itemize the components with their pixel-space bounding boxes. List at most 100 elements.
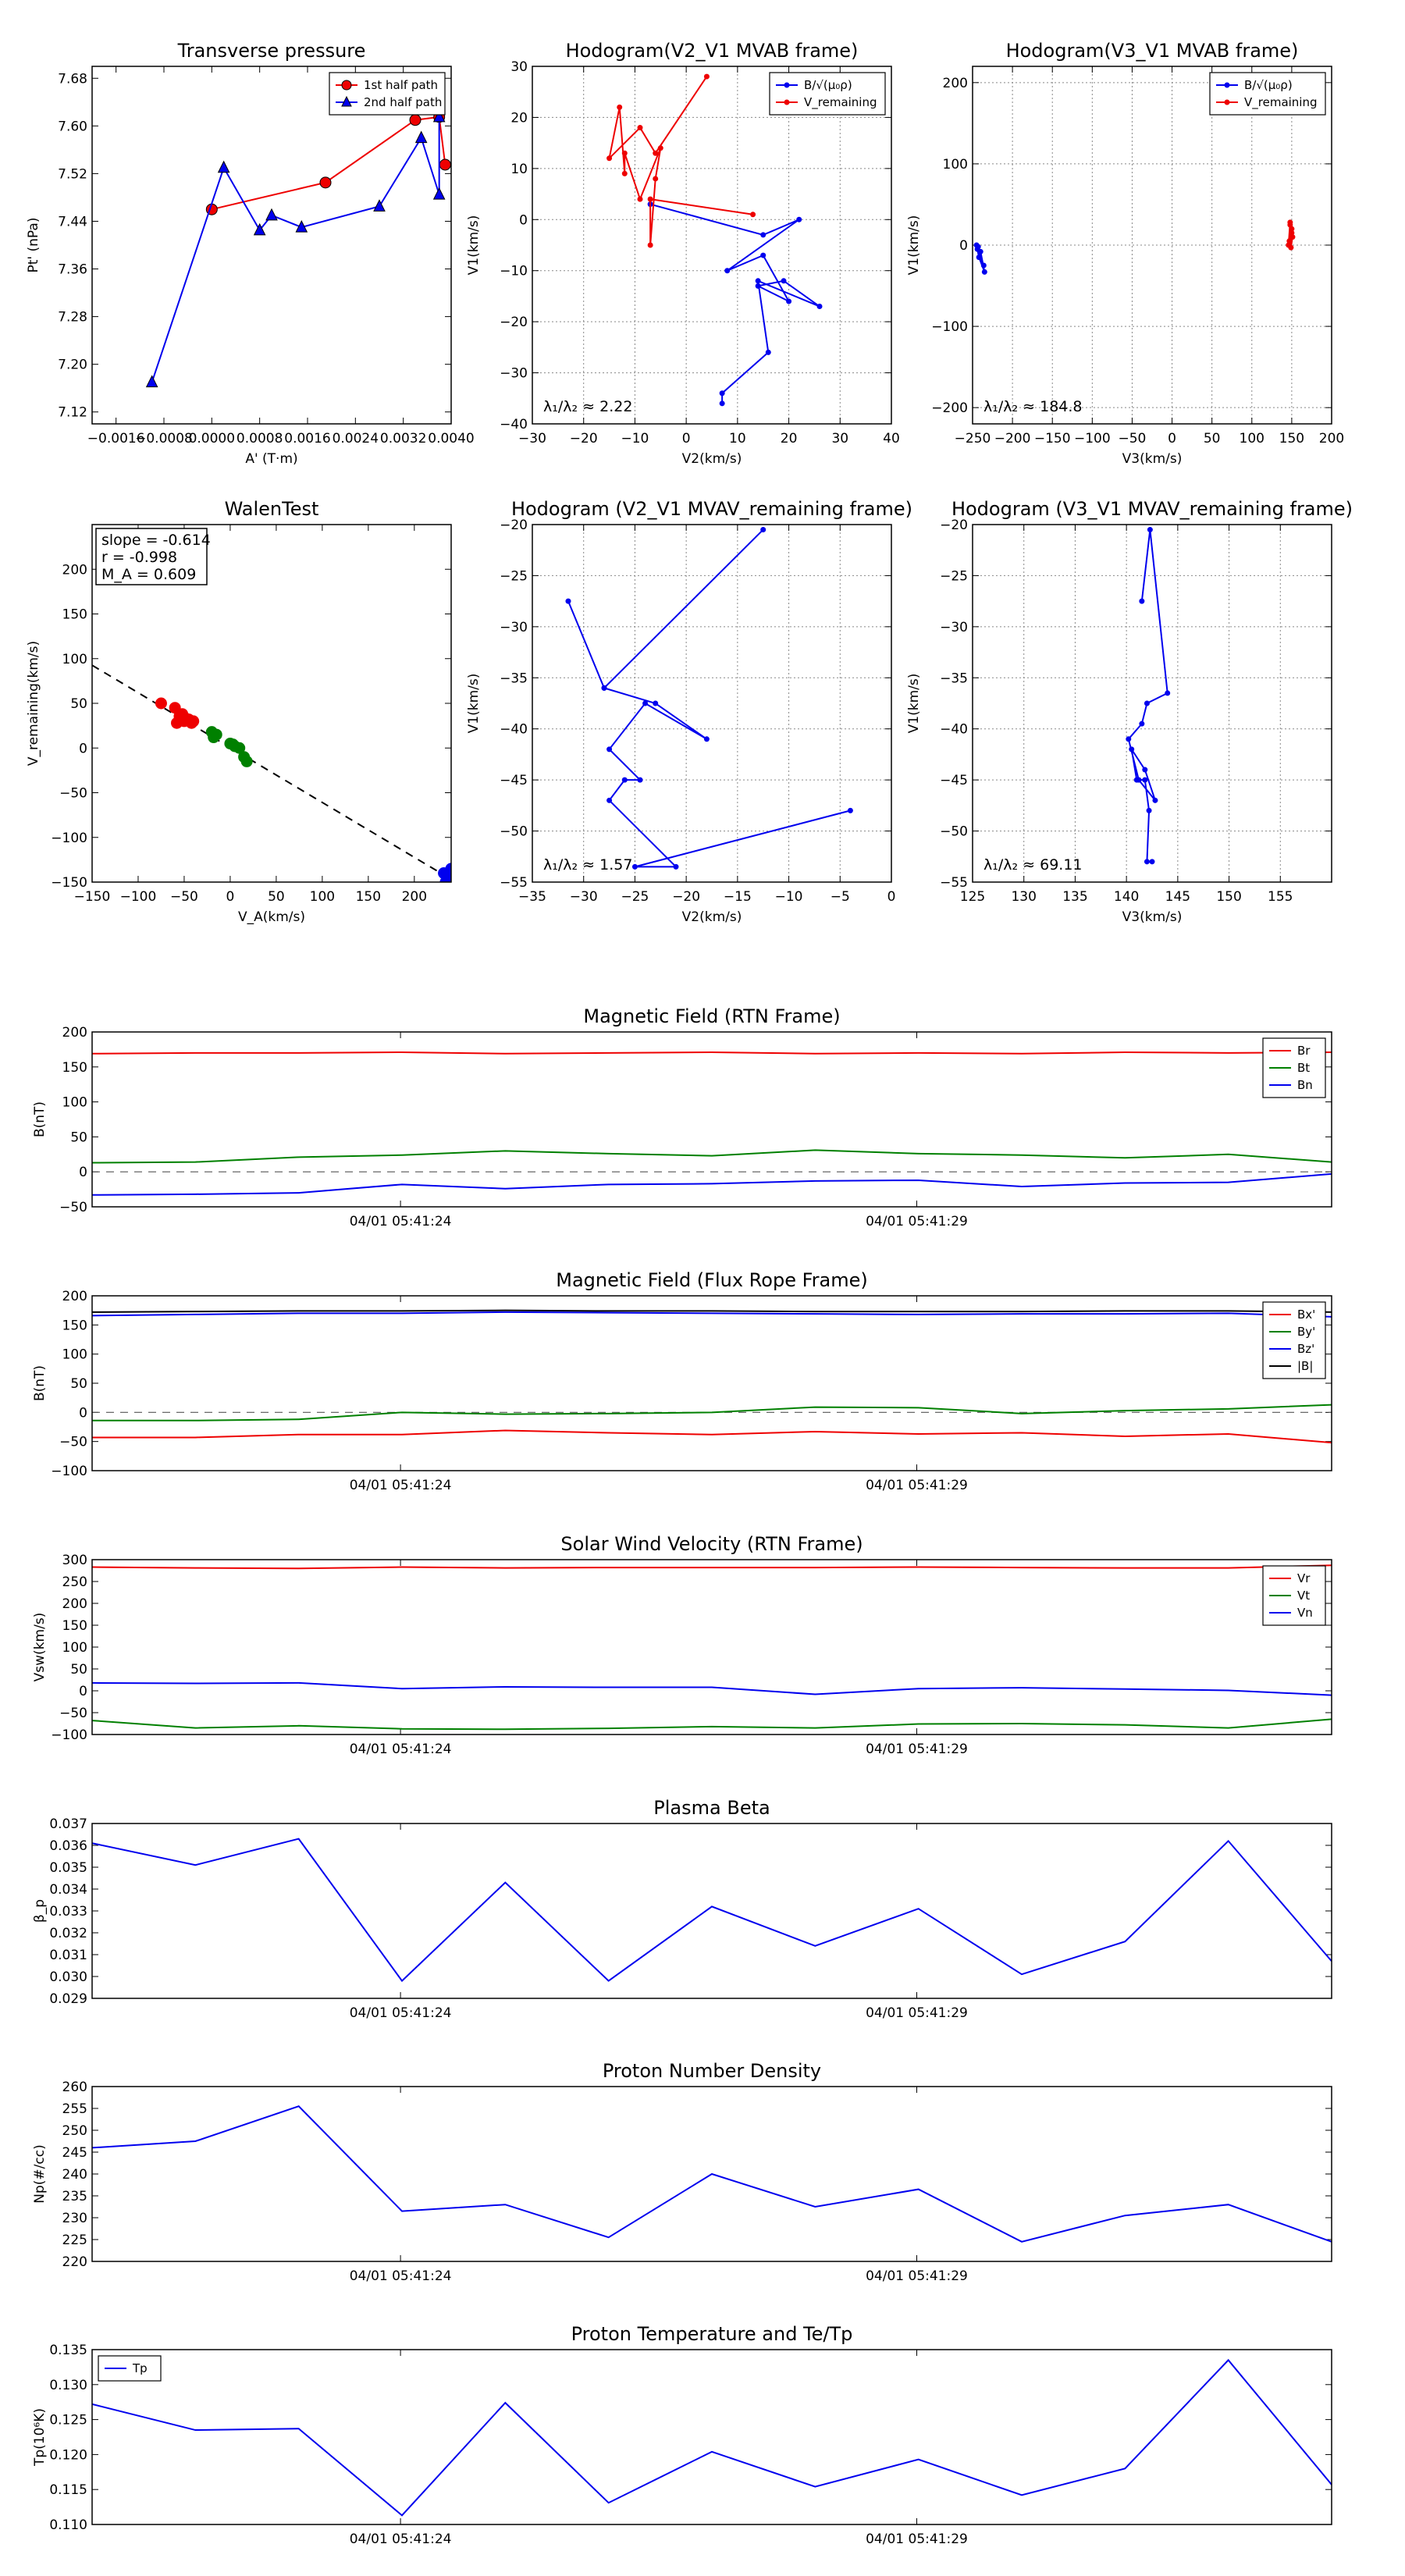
data-point [1144, 700, 1150, 706]
y-tick-label: 0.031 [49, 1948, 87, 1963]
axes-frame [972, 524, 1332, 883]
legend-label: Tp [132, 2361, 148, 2375]
data-point [409, 114, 422, 126]
x-tick-label: −150 [74, 889, 111, 905]
legend-marker [784, 82, 790, 88]
x-tick-label: 04/01 05:41:24 [350, 1478, 452, 1493]
y-tick-label: 0.120 [49, 2447, 87, 2463]
y-tick-label: 0.035 [49, 1860, 87, 1876]
x-tick-label: 04/01 05:41:29 [866, 1478, 968, 1493]
series-line [92, 1429, 1332, 1444]
axes-frame [91, 2086, 1332, 2262]
chart-title: Magnetic Field (RTN Frame) [583, 1005, 840, 1027]
legend: B/√(μ₀ρ) V_remaining [769, 72, 886, 116]
data-point [1144, 859, 1150, 865]
data-point [760, 232, 767, 238]
chart-title: WalenTest [225, 498, 319, 520]
x-axis-label: V2(km/s) [682, 909, 742, 925]
x-tick-label: −250 [955, 431, 991, 447]
legend-frame [1262, 1301, 1326, 1379]
legend: Br Bt Bn [1262, 1037, 1326, 1098]
data-point [187, 715, 200, 728]
legend: Bx' By' Bz' |B| [1262, 1301, 1326, 1379]
stats-frame [95, 528, 208, 585]
y-tick-label: −40 [500, 722, 528, 738]
stats-line: r = -0.998 [101, 549, 177, 566]
plot-area [92, 1564, 1332, 1731]
axes-frame [91, 1823, 1332, 1999]
data-point [1287, 219, 1293, 226]
x-tick-label: −20 [570, 431, 598, 447]
legend-marker [784, 99, 790, 105]
series-line [92, 1051, 1332, 1055]
x-tick-label: 150 [1216, 889, 1241, 905]
series-line [92, 2358, 1332, 2517]
y-tick-label: 0 [519, 212, 528, 228]
plot-area [92, 2358, 1332, 2517]
series-blue [565, 527, 853, 870]
y-tick-label: 100 [62, 1640, 87, 1656]
x-tick-label: 04/01 05:41:24 [350, 2532, 452, 2547]
chart-solar-wind-velocity: Solar Wind Velocity (RTN Frame) −100 −50 0 5… [32, 1533, 1332, 1757]
stats-line: M_A = 0.609 [101, 566, 196, 583]
data-point [765, 349, 771, 355]
x-tick-label: 10 [729, 431, 746, 447]
series-Vt [92, 1718, 1332, 1731]
data-point [373, 199, 386, 212]
data-point [1146, 807, 1152, 813]
data-point [439, 158, 451, 171]
series-line [92, 1404, 1332, 1421]
y-tick-label: −150 [51, 875, 87, 891]
y-tick-label: −50 [940, 824, 968, 840]
x-tick-label: 130 [1011, 889, 1036, 905]
y-tick-label: 0.029 [49, 1991, 87, 2007]
data-point [724, 268, 731, 274]
legend-frame [1262, 1037, 1326, 1098]
y-tick-label: 200 [62, 1596, 87, 1612]
legend-label: V_remaining [804, 95, 877, 110]
chart-magnetic-field-rtn: Magnetic Field (RTN Frame) −50 0 50 100 150 20… [32, 1005, 1332, 1229]
data-point [760, 527, 767, 533]
data-point [1289, 234, 1296, 240]
data-point [606, 155, 613, 162]
x-tick-label: 50 [268, 889, 285, 905]
y-tick-label: −20 [940, 518, 968, 533]
series-green [205, 726, 253, 767]
plot-area [92, 2105, 1332, 2243]
data-point [1129, 746, 1135, 753]
x-tick-label: −30 [518, 431, 546, 447]
y-tick-label: 200 [62, 1025, 87, 1041]
data-point [295, 219, 308, 233]
data-point [621, 150, 628, 156]
x-tick-label: 30 [831, 431, 848, 447]
y-tick-label: 150 [62, 1318, 87, 1333]
plot-area [92, 664, 451, 882]
y-tick-label: 150 [62, 1618, 87, 1634]
data-point [653, 176, 659, 182]
y-axis-label: V1(km/s) [466, 674, 482, 734]
data-point [719, 400, 725, 407]
y-tick-label: 7.60 [58, 119, 87, 134]
x-tick-label: 200 [1319, 431, 1344, 447]
plot-area [1126, 527, 1171, 865]
y-tick-label: 0 [79, 1405, 87, 1421]
y-tick-label: −200 [931, 400, 968, 416]
series-B/√(μ₀ρ) [647, 201, 823, 407]
y-axis-label: V1(km/s) [906, 674, 922, 734]
y-tick-label: 0.037 [49, 1816, 87, 1832]
legend-label: B/√(μ₀ρ) [804, 78, 852, 92]
y-tick-label: 0.115 [49, 2482, 87, 2498]
legend-label: By' [1297, 1325, 1315, 1339]
series-Bt [92, 1149, 1332, 1164]
legend-marker [341, 95, 352, 107]
y-axis-label: β_p [32, 1899, 48, 1923]
series-red [155, 697, 200, 729]
x-tick-label: 0 [682, 431, 691, 447]
y-tick-label: 150 [62, 1060, 87, 1076]
series-V_remaining [606, 73, 756, 248]
data-point [647, 242, 653, 248]
plot-area [92, 1838, 1332, 1983]
series-line [92, 1172, 1332, 1196]
series-B/√(μ₀ρ) [973, 242, 987, 275]
